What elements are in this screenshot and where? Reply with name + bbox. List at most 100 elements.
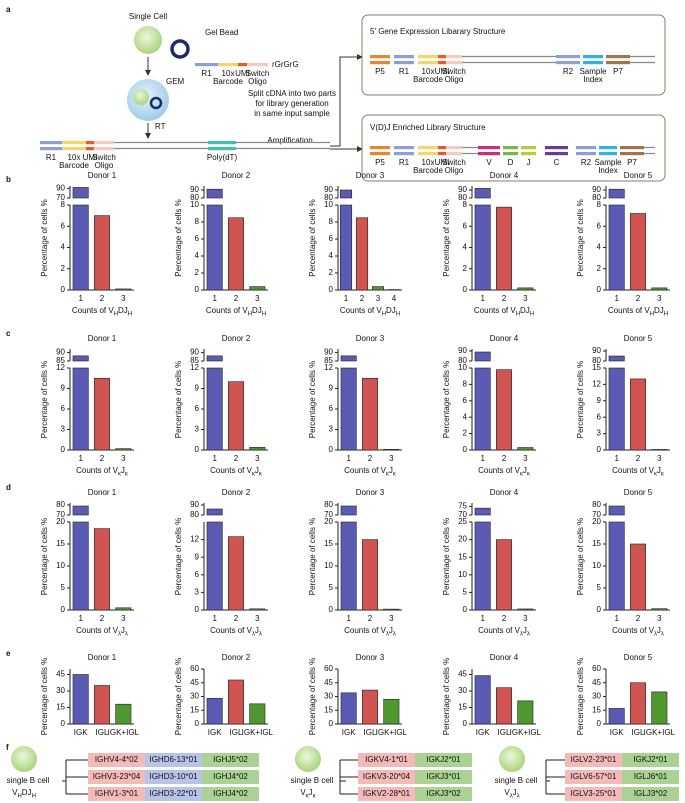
y-axis-label: Percentage of cells %: [576, 658, 585, 735]
strand-segment: [218, 63, 238, 67]
bar: [474, 521, 491, 611]
y-tick-label: 80: [324, 193, 333, 202]
y-tick-label: 75: [458, 502, 467, 511]
y-tick-label: 2: [463, 264, 468, 273]
bar-upper: [72, 505, 89, 516]
subscript: κ: [661, 471, 664, 477]
y-tick-label: 30: [190, 692, 199, 701]
bar: [249, 608, 266, 611]
bar: [340, 521, 357, 611]
diagram-label: V(D)J Enriched Library Structure: [370, 123, 486, 132]
y-tick-label: 80: [56, 500, 65, 509]
x-tick-label: IGK: [476, 728, 490, 737]
bar: [355, 217, 369, 291]
subscript: λ: [661, 631, 664, 637]
gene-label: IGKV4-1*01: [365, 755, 408, 764]
y-tick-label: 6: [329, 404, 334, 413]
segment-label: P5: [375, 67, 385, 76]
x-tick-label: IGL: [632, 728, 645, 737]
y-axis-label: Percentage of cells %: [576, 361, 585, 438]
bar-upper: [608, 188, 625, 199]
x-axis-label: Counts of VλJλ: [76, 626, 128, 637]
x-tick-label: 2: [368, 454, 373, 463]
y-tick-label: 8: [597, 200, 602, 209]
y-tick-label: 8: [463, 380, 468, 389]
x-tick-label: 2: [502, 454, 507, 463]
subscript: H: [516, 311, 520, 317]
bar-upper: [608, 505, 625, 516]
strand-segment: [438, 55, 446, 59]
y-tick-label: 90: [56, 348, 65, 357]
panel-label: f: [6, 743, 9, 752]
bar-upper: [206, 355, 223, 362]
x-tick-label: 3: [657, 614, 662, 623]
y-tick-label: 15: [324, 705, 333, 714]
y-tick-label: 9: [61, 384, 66, 393]
chart-title: Donor 4: [490, 171, 519, 180]
gene-box: [622, 753, 679, 767]
chart-title: Donor 5: [624, 334, 653, 343]
gene-box: [622, 787, 679, 801]
label-part: V: [300, 788, 306, 797]
segment-label: R1: [46, 153, 57, 162]
strand-segment: [576, 146, 596, 150]
bar: [115, 288, 132, 291]
label-part: DJ: [520, 306, 530, 315]
segment-label: Switch: [246, 69, 270, 78]
y-tick-label: 10: [190, 200, 199, 209]
y-tick-label: 12: [190, 535, 199, 544]
chart-title: Donor 5: [624, 653, 653, 662]
bar-upper: [206, 508, 223, 516]
x-tick-label: IGL: [96, 728, 109, 737]
x-tick-label: 3: [389, 614, 394, 623]
strand-segment: [94, 147, 114, 151]
segment-label: R1: [399, 158, 410, 167]
x-tick-label: 3: [523, 294, 528, 303]
cell-label: single B cell: [495, 776, 538, 785]
y-tick-label: 25: [458, 517, 467, 526]
y-tick-label: 0: [597, 605, 602, 614]
subscript: λ: [517, 793, 520, 799]
y-tick-label: 8: [61, 200, 66, 209]
y-tick-label: 4: [597, 243, 602, 252]
x-tick-label: 1: [78, 454, 83, 463]
segment-label: UMI: [435, 67, 450, 76]
chain-label: VκJκ: [300, 788, 315, 799]
gene-box: [565, 770, 622, 784]
label-part: J: [389, 466, 393, 475]
label-part: Counts of V: [612, 626, 654, 635]
x-tick-label: IGK: [74, 728, 88, 737]
y-axis-label: Percentage of cells %: [174, 361, 183, 438]
y-tick-label: 0: [597, 445, 602, 454]
x-tick-label: IGK+IGL: [510, 728, 542, 737]
y-tick-label: 9: [195, 552, 200, 561]
subscript: κ: [393, 471, 396, 477]
strand-segment: [521, 152, 536, 156]
strand-segment: [238, 63, 247, 67]
segment-label: Barcode: [413, 166, 443, 175]
diagram-label: GEM: [166, 77, 185, 86]
gene-label: IGHD3-22*01: [149, 789, 198, 798]
y-tick-label: 90: [592, 185, 601, 194]
segment-label: P7: [627, 158, 637, 167]
subscript: H: [396, 311, 400, 317]
bar: [206, 367, 223, 451]
y-tick-label: 0: [195, 285, 200, 294]
gene-label: IGHJ5*02: [213, 755, 248, 764]
chart-title: Donor 3: [356, 171, 385, 180]
y-axis-label: Percentage of cells %: [308, 658, 317, 735]
strand-segment: [599, 152, 617, 156]
strand-segment: [503, 152, 518, 156]
segment-label: Switch: [442, 67, 466, 76]
y-tick-label: 0: [195, 605, 200, 614]
label-part: DJ: [118, 306, 128, 315]
strand-segment: [576, 152, 596, 156]
label-part: Counts of V: [612, 466, 654, 475]
y-axis-label: Percentage of cells %: [174, 658, 183, 735]
y-tick-label: 30: [458, 686, 467, 695]
y-tick-label: 60: [324, 664, 333, 673]
y-tick-label: 15: [190, 705, 199, 714]
strand-segment: [40, 141, 62, 145]
bar-upper: [72, 355, 89, 362]
strand-segment: [62, 141, 86, 145]
